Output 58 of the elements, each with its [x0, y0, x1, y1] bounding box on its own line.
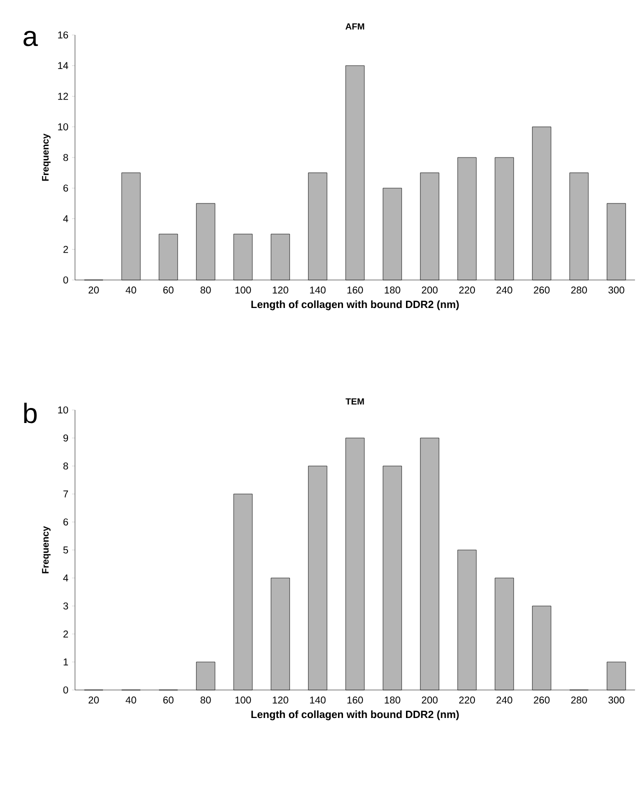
- x-tick-label: 100: [235, 286, 251, 294]
- x-tick-label: 120: [272, 286, 288, 294]
- x-axis-title: Length of collagen with bound DDR2 (nm): [251, 710, 459, 720]
- y-tick-label: 1: [64, 658, 68, 666]
- x-tick-label: 100: [235, 696, 251, 704]
- x-tick-label: 60: [163, 286, 174, 294]
- y-tick-label: 5: [63, 546, 68, 554]
- x-tick-label: 260: [534, 696, 550, 704]
- y-tick-label: 6: [63, 184, 68, 192]
- x-tick-label: 280: [571, 696, 587, 704]
- x-tick-label: 280: [571, 286, 587, 294]
- y-tick-label: 4: [63, 215, 68, 222]
- x-tick-label: 120: [272, 696, 288, 704]
- y-tick-label: 2: [63, 246, 68, 253]
- y-axis-title: Frequency: [42, 134, 51, 181]
- x-tick-label: 40: [126, 696, 136, 704]
- y-tick-label: 2: [63, 630, 68, 638]
- x-tick-label: 300: [608, 286, 624, 294]
- x-tick-label: 80: [200, 286, 211, 294]
- x-tick-label: 200: [422, 696, 438, 704]
- x-tick-label: 180: [384, 286, 400, 294]
- x-tick-label: 80: [200, 696, 211, 704]
- y-tick-label: 10: [58, 406, 68, 414]
- x-tick-label: 300: [608, 696, 624, 704]
- x-tick-label: 140: [310, 286, 326, 294]
- y-tick-label: 0: [63, 276, 68, 284]
- y-axis-title: Frequency: [42, 526, 51, 574]
- x-tick-label: 160: [347, 696, 363, 704]
- x-tick-label: 260: [534, 286, 550, 294]
- y-tick-label: 12: [58, 92, 68, 100]
- x-tick-label: 200: [422, 286, 438, 294]
- x-tick-label: 180: [384, 696, 400, 704]
- y-tick-label: 8: [63, 154, 68, 162]
- x-tick-label: 20: [88, 286, 99, 294]
- x-tick-label: 240: [496, 286, 512, 294]
- y-tick-label: 14: [58, 62, 68, 70]
- y-tick-label: 6: [63, 518, 68, 526]
- y-tick-label: 10: [58, 123, 68, 130]
- text: b: [24, 402, 37, 424]
- x-tick-label: 140: [310, 696, 326, 704]
- x-axis-title: Length of collagen with bound DDR2 (nm): [251, 300, 459, 310]
- y-tick-label: 0: [63, 686, 68, 694]
- x-tick-label: 40: [126, 286, 136, 294]
- y-tick-label: 7: [63, 490, 68, 498]
- y-tick-label: 3: [63, 602, 68, 610]
- chart-title: TEM: [346, 398, 364, 404]
- x-tick-label: 220: [459, 696, 475, 704]
- x-tick-label: 20: [88, 696, 99, 704]
- x-tick-label: 60: [163, 696, 174, 704]
- x-tick-label: 240: [496, 696, 512, 704]
- text: a: [24, 30, 38, 46]
- y-tick-label: 8: [63, 462, 68, 470]
- y-tick-label: 4: [63, 574, 68, 582]
- x-tick-label: 160: [347, 286, 363, 294]
- y-tick-label: 16: [58, 31, 68, 39]
- chart-title: AFM: [346, 23, 364, 30]
- y-tick-label: 9: [63, 434, 68, 442]
- x-tick-label: 220: [459, 286, 475, 294]
